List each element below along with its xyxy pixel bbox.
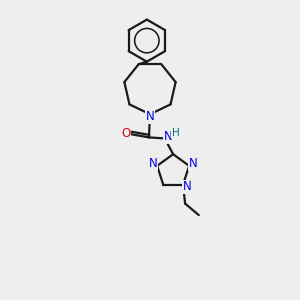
Text: N: N [146, 110, 154, 123]
Text: N: N [182, 180, 191, 193]
Text: O: O [121, 127, 130, 140]
Text: N: N [149, 157, 158, 170]
Text: N: N [164, 130, 173, 143]
Text: H: H [172, 128, 179, 138]
Text: N: N [188, 157, 197, 170]
